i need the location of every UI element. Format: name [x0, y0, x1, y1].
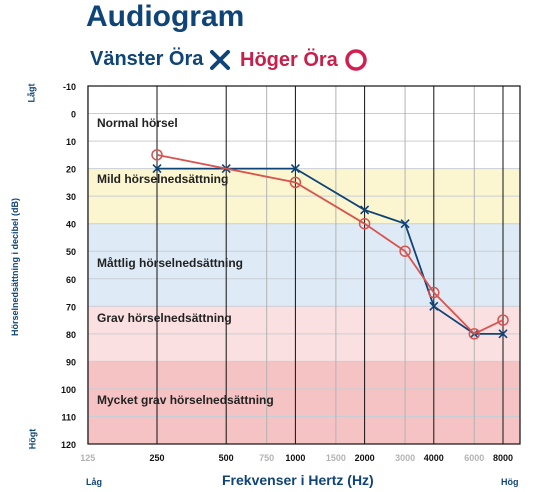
y-tick-label: 80 — [66, 330, 76, 340]
x-tick-label: 2000 — [355, 453, 375, 463]
chart-title: Audiogram — [86, 0, 245, 33]
y-tick-label: 110 — [61, 412, 76, 422]
band-label: Mycket grav hörselnedsättning — [97, 393, 274, 407]
circle-marker-icon — [345, 49, 367, 71]
data-point-right — [289, 176, 302, 189]
y-tick-label: 70 — [66, 302, 76, 312]
y-tick-label: 90 — [66, 357, 76, 367]
x-tick-label: 8000 — [493, 453, 513, 463]
legend-right-ear: Höger Öra — [240, 48, 368, 72]
data-point-left — [290, 164, 300, 174]
data-point-right — [428, 286, 440, 299]
data-point-right — [151, 149, 163, 161]
data-point-left — [498, 329, 508, 339]
data-point-right — [497, 314, 509, 326]
y-tick-label: 100 — [61, 385, 76, 395]
data-point-left — [400, 219, 410, 229]
legend-left-label: Vänster Öra — [90, 48, 204, 70]
x-tick-label: 1500 — [326, 453, 346, 463]
series-line — [157, 167, 503, 335]
data-point-left — [360, 205, 370, 215]
data-point-right — [468, 328, 481, 340]
data-point-right — [399, 245, 411, 257]
x-edge-high: Hög — [501, 477, 519, 487]
data-point-left — [429, 301, 439, 311]
y-tick-label: -10 — [63, 82, 76, 92]
band-label: Normal hörsel — [97, 116, 178, 130]
x-tick-label: 3000 — [395, 453, 415, 463]
band-label: Måttlig hörselnedsättning — [97, 256, 243, 270]
series-line — [156, 153, 504, 335]
x-tick-label: 500 — [219, 453, 234, 463]
band-4 — [88, 361, 520, 444]
x-axis-label: Frekvenser i Hertz (Hz) — [222, 472, 374, 488]
y-tick-label: 30 — [66, 192, 76, 202]
band-label: Grav hörselnedsättning — [97, 311, 232, 325]
x-tick-label: 125 — [80, 453, 95, 463]
band-2 — [88, 223, 520, 307]
y-tick-label: 60 — [66, 275, 76, 285]
x-tick-label: 1000 — [285, 453, 305, 463]
x-tick-label: 4000 — [424, 453, 444, 463]
y-tick-label: 120 — [61, 440, 76, 450]
y-tick-label: 20 — [66, 165, 76, 175]
x-tick-label: 6000 — [464, 453, 484, 463]
y-tick-label: 0 — [71, 110, 76, 120]
y-tick-label: 10 — [66, 137, 76, 147]
data-point-left — [152, 164, 162, 174]
y-tick-label: 50 — [66, 247, 76, 257]
band-label: Mild hörselnedsättning — [97, 172, 228, 186]
data-point-right — [358, 217, 371, 230]
legend-left-ear: Vänster Öra — [90, 48, 231, 71]
x-tick-label: 750 — [259, 453, 274, 463]
x-tick-label: 250 — [149, 453, 164, 463]
plot-frame — [87, 85, 521, 445]
x-marker-icon — [210, 49, 231, 70]
x-edge-low: Låg — [86, 477, 103, 487]
legend-right-label: Höger Öra — [240, 48, 338, 71]
y-tick-label: 40 — [66, 220, 76, 230]
